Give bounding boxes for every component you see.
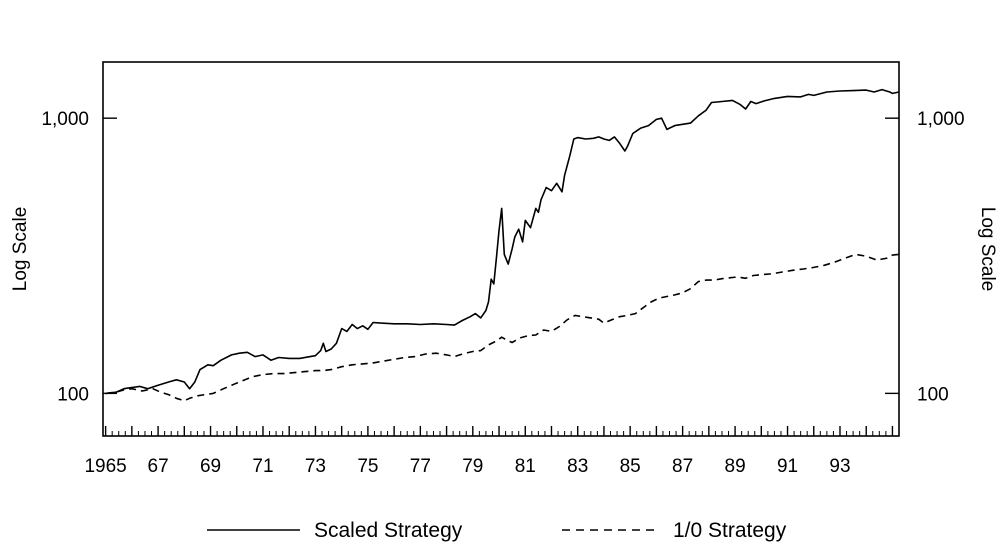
legend: Scaled Strategy 1/0 Strategy (207, 519, 787, 542)
y-axis-title-left: Log Scale (10, 207, 31, 292)
x-tick-label: 81 (515, 456, 536, 477)
x-tick-label: 83 (567, 456, 588, 477)
legend-label-scaled-strategy: Scaled Strategy (314, 519, 463, 542)
legend-label-1-0-strategy: 1/0 Strategy (673, 519, 787, 542)
x-axis-ticks (104, 426, 900, 436)
y-axis-title-right: Log Scale (977, 207, 998, 292)
x-tick-label: 67 (148, 456, 169, 477)
x-tick-label: 77 (410, 456, 431, 477)
y-axis-ticks: 100 100 1,000 1,000 (41, 109, 964, 405)
x-tick-label: 69 (200, 456, 221, 477)
x-tick-label: 93 (829, 456, 850, 477)
x-tick-label: 79 (462, 456, 483, 477)
y-tick-label-right: 100 (917, 384, 949, 405)
series-line-scaled-strategy (105, 88, 900, 395)
x-tick-label: 89 (725, 456, 746, 477)
series-line-1-0-strategy (105, 253, 900, 402)
x-tick-label: 73 (305, 456, 326, 477)
x-tick-label: 75 (357, 456, 378, 477)
x-tick-label: 91 (777, 456, 798, 477)
x-tick-label: 71 (252, 456, 273, 477)
series-layer (105, 88, 900, 402)
x-tick-label: 85 (620, 456, 641, 477)
x-tick-label: 1965 (84, 456, 126, 477)
y-tick-label-right: 1,000 (917, 109, 965, 130)
plot-frame (102, 61, 900, 437)
y-tick-label-left: 1,000 (41, 109, 89, 130)
x-axis-tick-labels: 1965 67 69 71 73 75 77 79 81 83 85 87 89 91 93 (84, 456, 850, 477)
y-tick-label-left: 100 (57, 384, 89, 405)
x-tick-label: 87 (672, 456, 693, 477)
